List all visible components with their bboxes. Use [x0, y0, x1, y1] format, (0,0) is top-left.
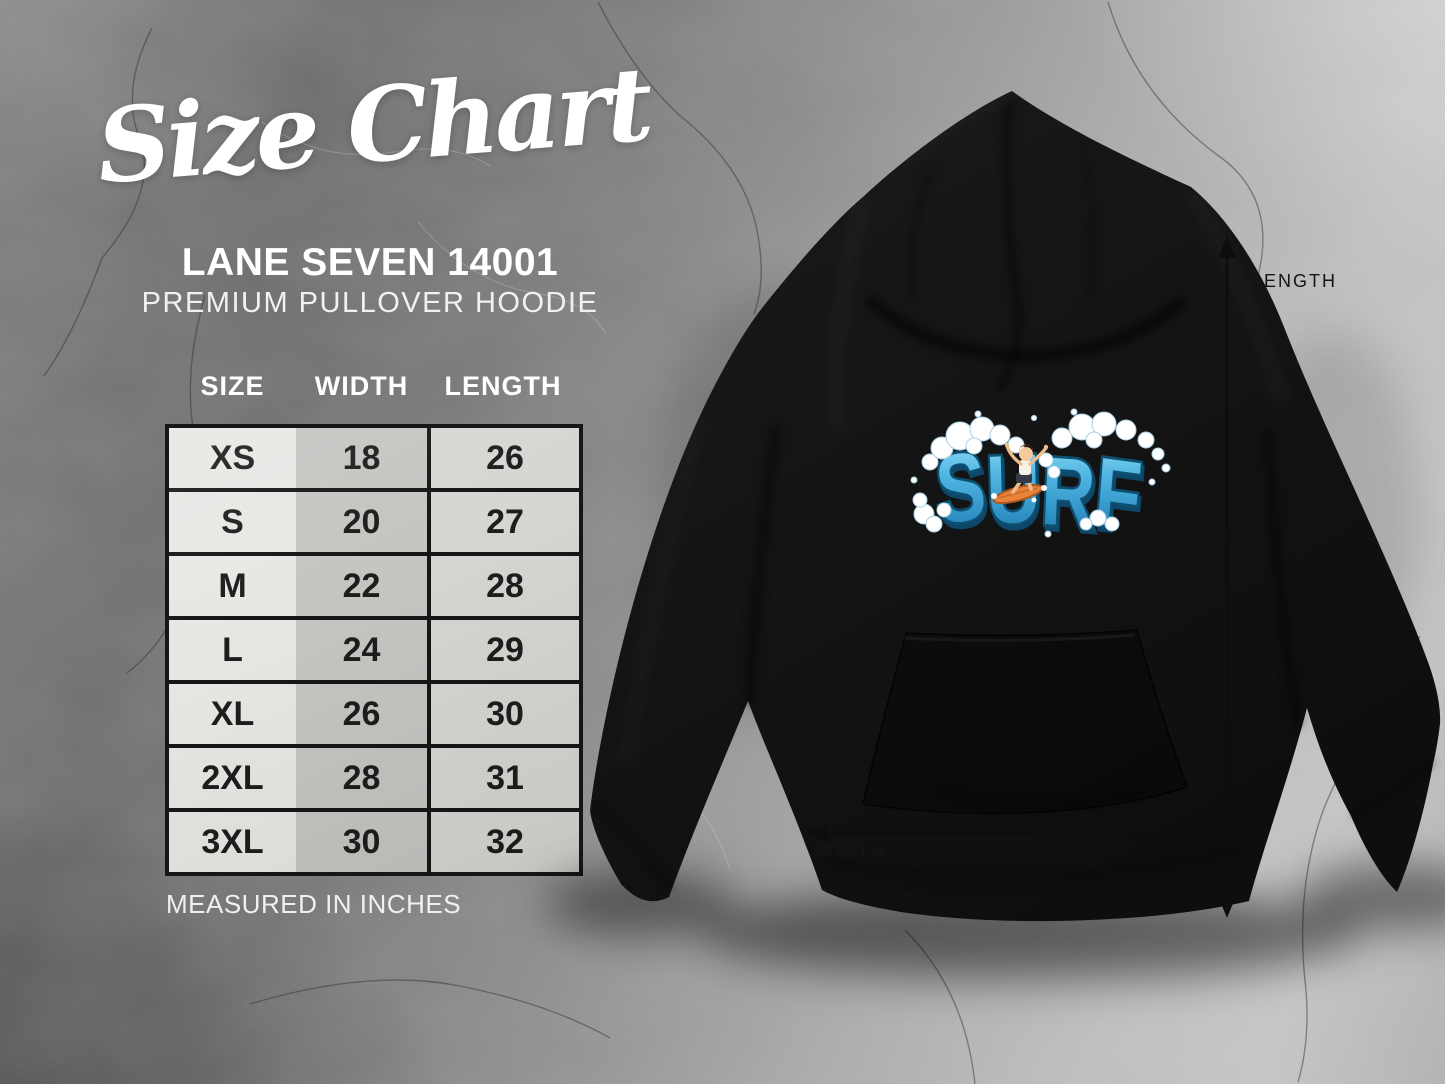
width-label: WIDTH: [817, 841, 886, 861]
length-cell: 28: [427, 556, 579, 616]
size-cell: M: [169, 556, 296, 616]
size-cell: S: [169, 492, 296, 552]
table-row-l: L 24 29: [169, 616, 579, 680]
table-row-m: M 22 28: [169, 552, 579, 616]
size-table: XS 18 26 S 20 27 M 22 28 L 24 29 XL 26 3…: [165, 424, 583, 876]
fabric-highlights: [621, 88, 1287, 767]
table-row-xl: XL 26 30: [169, 680, 579, 744]
length-cell: 32: [427, 812, 579, 872]
length-cell: 27: [427, 492, 579, 552]
surfer-illustration: [991, 442, 1049, 505]
size-table-header: SIZE WIDTH LENGTH: [169, 371, 579, 402]
table-row-3xl: 3XL 30 32: [169, 808, 579, 872]
width-cell: 30: [296, 812, 427, 872]
col-header-width: WIDTH: [314, 371, 409, 401]
measurement-note: MEASURED IN INCHES: [166, 889, 462, 919]
width-arrow: [806, 824, 1254, 842]
length-cell: 26: [427, 428, 579, 488]
table-row-2xl: 2XL 28 31: [169, 744, 579, 808]
kangaroo-pocket: [862, 629, 1189, 815]
length-cell: 30: [427, 684, 579, 744]
col-header-size: SIZE: [200, 371, 265, 401]
width-cell: 28: [296, 748, 427, 808]
length-arrow: [1218, 236, 1236, 918]
length-cell: 31: [427, 748, 579, 808]
fabric-folds: [594, 100, 1436, 890]
width-cell: 22: [296, 556, 427, 616]
width-cell: 18: [296, 428, 427, 488]
size-cell: 3XL: [169, 812, 296, 872]
length-cell: 29: [427, 620, 579, 680]
table-row-s: S 20 27: [169, 488, 579, 552]
size-cell: 2XL: [169, 748, 296, 808]
size-cell: XS: [169, 428, 296, 488]
product-line: LANE SEVEN 14001: [181, 241, 559, 284]
pocket-seam-highlight: [902, 633, 1135, 642]
table-row-xs: XS 18 26: [169, 428, 579, 488]
length-label: LENGTH: [1252, 271, 1338, 291]
col-header-length: LENGTH: [444, 371, 562, 401]
size-cell: L: [169, 620, 296, 680]
surf-text: SURF: [932, 432, 1145, 551]
width-cell: 24: [296, 620, 427, 680]
size-cell: XL: [169, 684, 296, 744]
width-cell: 20: [296, 492, 427, 552]
product-type: PREMIUM PULLOVER HOODIE: [141, 287, 599, 319]
wave-foam: [910, 408, 1171, 538]
width-cell: 26: [296, 684, 427, 744]
surf-graphic: SURF: [910, 408, 1171, 553]
